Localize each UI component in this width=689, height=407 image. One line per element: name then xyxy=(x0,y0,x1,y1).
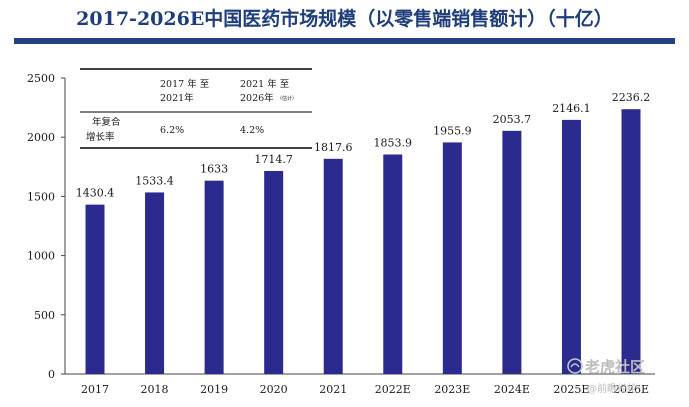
bar-2025E xyxy=(561,119,581,374)
bar-2020 xyxy=(264,170,284,374)
bar-2023E xyxy=(442,142,462,374)
y-tick-label: 2000 xyxy=(27,131,55,144)
table-cagr-value-2: 4.2% xyxy=(240,125,264,136)
table-header-period1-line2: 2021年 xyxy=(160,92,194,104)
table-cagr-value-1: 6.2% xyxy=(160,125,184,136)
y-tick-label: 500 xyxy=(34,309,55,322)
bar-2021 xyxy=(323,158,343,374)
watermark: 老虎社区 @前瞻经纶 xyxy=(567,356,677,402)
data-labels: 1430.4 1533.4 1633 1714.7 1817.6 1853.9 1955.9… xyxy=(76,91,651,199)
data-label-2021: 1817.6 xyxy=(314,141,353,154)
data-label-2017: 1430.4 xyxy=(76,187,115,200)
table-header-period2-line1: 2021 年 至 xyxy=(240,78,289,90)
data-label-2025E: 2146.1 xyxy=(552,102,591,115)
x-axis-categories: 2017 2018 2019 2020 2021 2022E 2023E 2024E 2025E… xyxy=(81,383,649,396)
bar-2018 xyxy=(145,192,165,374)
data-label-2024E: 2053.7 xyxy=(493,113,532,126)
bar-2022E xyxy=(383,154,403,374)
data-label-2018: 1533.4 xyxy=(135,174,174,187)
bars xyxy=(85,109,641,374)
growth-table: 2017 年 至 2021年 2021 年 至 2026年 （估计） 年复合 增… xyxy=(80,68,312,149)
data-label-2019: 1633 xyxy=(200,163,228,176)
data-label-2022E: 1853.9 xyxy=(374,136,413,149)
x-category-2021: 2021 xyxy=(319,383,347,396)
table-header-period1-line1: 2017 年 至 xyxy=(160,78,209,90)
bar-2024E xyxy=(502,130,522,374)
x-category-2018: 2018 xyxy=(141,383,169,396)
x-category-2019: 2019 xyxy=(200,383,228,396)
watermark-main-text: 老虎社区 xyxy=(585,358,646,376)
x-category-2020: 2020 xyxy=(260,383,288,396)
title-divider xyxy=(14,38,675,44)
data-label-2023E: 1955.9 xyxy=(433,124,472,137)
y-tick-label: 1500 xyxy=(27,190,55,203)
table-row-label-line1: 年复合 xyxy=(92,116,121,128)
chart-title: 2017-2026E中国医药市场规模（以零售端销售额计）（十亿） xyxy=(76,8,613,30)
table-header-period2-line2: 2026年 xyxy=(240,92,274,104)
watermark-sub-text: @前瞻经纶 xyxy=(587,384,637,395)
x-category-2024E: 2024E xyxy=(494,383,530,396)
table-header-period2-note: （估计） xyxy=(277,95,297,102)
x-category-2017: 2017 xyxy=(81,383,109,396)
table-row-label-line2: 增长率 xyxy=(86,131,115,143)
bar-2026E xyxy=(621,109,641,374)
data-label-2020: 1714.7 xyxy=(254,153,293,166)
y-tick-label: 1000 xyxy=(27,250,55,263)
x-category-2026E: 2026E xyxy=(613,383,649,396)
x-category-2023E: 2023E xyxy=(434,383,470,396)
x-category-2025E: 2025E xyxy=(553,383,589,396)
y-axis-ticks: 0 500 1000 1500 2000 2500 xyxy=(27,72,65,381)
bar-2017 xyxy=(85,204,105,374)
data-label-2026E: 2236.2 xyxy=(612,91,651,104)
y-tick-label: 0 xyxy=(48,368,55,381)
y-tick-label: 2500 xyxy=(27,72,55,85)
bar-2019 xyxy=(204,180,224,374)
x-category-2022E: 2022E xyxy=(375,383,411,396)
tiger-logo-icon xyxy=(567,358,583,374)
